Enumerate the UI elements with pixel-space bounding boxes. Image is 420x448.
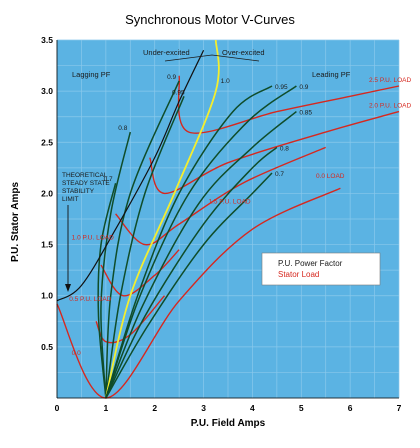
y-tick-label: 1.0 — [41, 291, 53, 301]
legend: P.U. Power Factor Stator Load — [261, 252, 381, 286]
y-tick-label: 3.0 — [41, 86, 53, 96]
load-curve-2-0-p-u-load — [149, 110, 400, 195]
load-curve-label: 0.0 LOAD — [316, 173, 345, 180]
stability-limit-arrowhead — [65, 284, 71, 292]
over-excited-label: Over-excited — [222, 48, 265, 57]
power-factor-curves — [97, 39, 297, 399]
load-curve-2-5-p-u-load — [177, 75, 400, 134]
lagging-pf-label: Lagging PF — [72, 70, 111, 79]
leading-pf-label: Leading PF — [312, 70, 351, 79]
axes: 0 1 2 3 4 5 6 7 0.5 1.0 1.5 2.0 2.5 3.0 3.5 — [41, 35, 401, 413]
stability-limit-label-4: LIMIT — [62, 196, 79, 203]
load-curve-label: 0.0 — [72, 350, 81, 357]
x-tick-label: 5 — [299, 403, 304, 413]
load-curve-label: 2.5 P.U. LOAD — [369, 77, 411, 84]
y-tick-label: 2.0 — [41, 188, 53, 198]
curve-labels: 0.7 0.8 0.9 0.95 1.0 0.95 0.9 0.85 0.8 0.7 0.0 LOA… — [69, 74, 411, 357]
y-tick-label: 2.5 — [41, 137, 53, 147]
stability-limit-label-3: STABILITY — [62, 188, 95, 195]
stability-limit-line — [56, 49, 205, 302]
load-curve-0-0-load — [56, 187, 341, 399]
pf-curve-lagging-0-95 — [105, 96, 185, 399]
load-curve-label: 1.0 P.U. LOAD — [72, 234, 114, 241]
pf-curve-leading-0-95 — [105, 85, 273, 399]
y-axis-label: P.U. Stator Amps — [10, 182, 21, 262]
pf-curve-lagging-0-8 — [100, 131, 132, 399]
pf-curve-leading-0-9 — [105, 85, 297, 399]
pf-curve-label: 0.7 — [104, 176, 113, 183]
legend-item-stator-load: Stator Load — [278, 270, 319, 279]
pf-curve-label: 0.8 — [118, 125, 127, 132]
pf-curve-leading-0-8 — [105, 146, 278, 399]
y-tick-label: 1.5 — [41, 240, 53, 250]
x-tick-label: 3 — [201, 403, 206, 413]
y-tick-label: 3.5 — [41, 35, 53, 45]
excitation-bracket — [164, 54, 260, 62]
load-curve-label: 1.5 P.U. LOAD — [208, 199, 250, 206]
pf-curve-lagging-0-7 — [97, 183, 117, 399]
chart-title: Synchronous Motor V-Curves — [125, 12, 295, 27]
pf-curve-label: 0.7 — [275, 171, 284, 178]
x-tick-label: 1 — [103, 403, 108, 413]
pf-curve-leading-0-7 — [105, 172, 273, 399]
x-tick-label: 6 — [348, 403, 353, 413]
x-axis-label: P.U. Field Amps — [191, 418, 266, 429]
load-curve-1-5-p-u-load — [115, 146, 326, 246]
y-tick-label: 0.5 — [41, 342, 53, 352]
x-tick-label: 7 — [397, 403, 402, 413]
pf-curve-label: 0.9 — [299, 84, 308, 91]
load-curves — [56, 75, 400, 399]
pf-curve-label: 1.0 — [221, 78, 230, 85]
grid — [56, 39, 400, 399]
load-curve-1-0-p-u-load — [100, 249, 180, 297]
pf-curve-label: 0.85 — [299, 110, 312, 117]
pf-curve-label: 0.8 — [280, 145, 289, 152]
under-excited-label: Under-excited — [143, 48, 190, 57]
x-tick-label: 0 — [55, 403, 60, 413]
pf-curve-unity-1-0 — [105, 39, 220, 399]
load-curve-label: 0.5 P.U. LOAD — [69, 296, 111, 303]
pf-curve-label: 0.95 — [172, 89, 185, 96]
x-tick-label: 4 — [250, 403, 255, 413]
legend-box — [261, 252, 381, 286]
stability-limit-label-2: STEADY STATE — [62, 180, 110, 187]
load-curve-label: 2.0 P.U. LOAD — [369, 103, 411, 110]
x-tick-label: 2 — [152, 403, 157, 413]
pf-curve-leading-0-85 — [105, 111, 297, 399]
stability-limit-curve — [56, 49, 205, 302]
pf-curve-lagging-0-9 — [105, 80, 180, 399]
pf-curve-label: 0.95 — [275, 84, 288, 91]
stability-limit-label-1: THEORETICAL — [62, 172, 108, 179]
legend-item-power-factor: P.U. Power Factor — [278, 259, 343, 268]
pf-curve-label: 0.9 — [167, 74, 176, 81]
